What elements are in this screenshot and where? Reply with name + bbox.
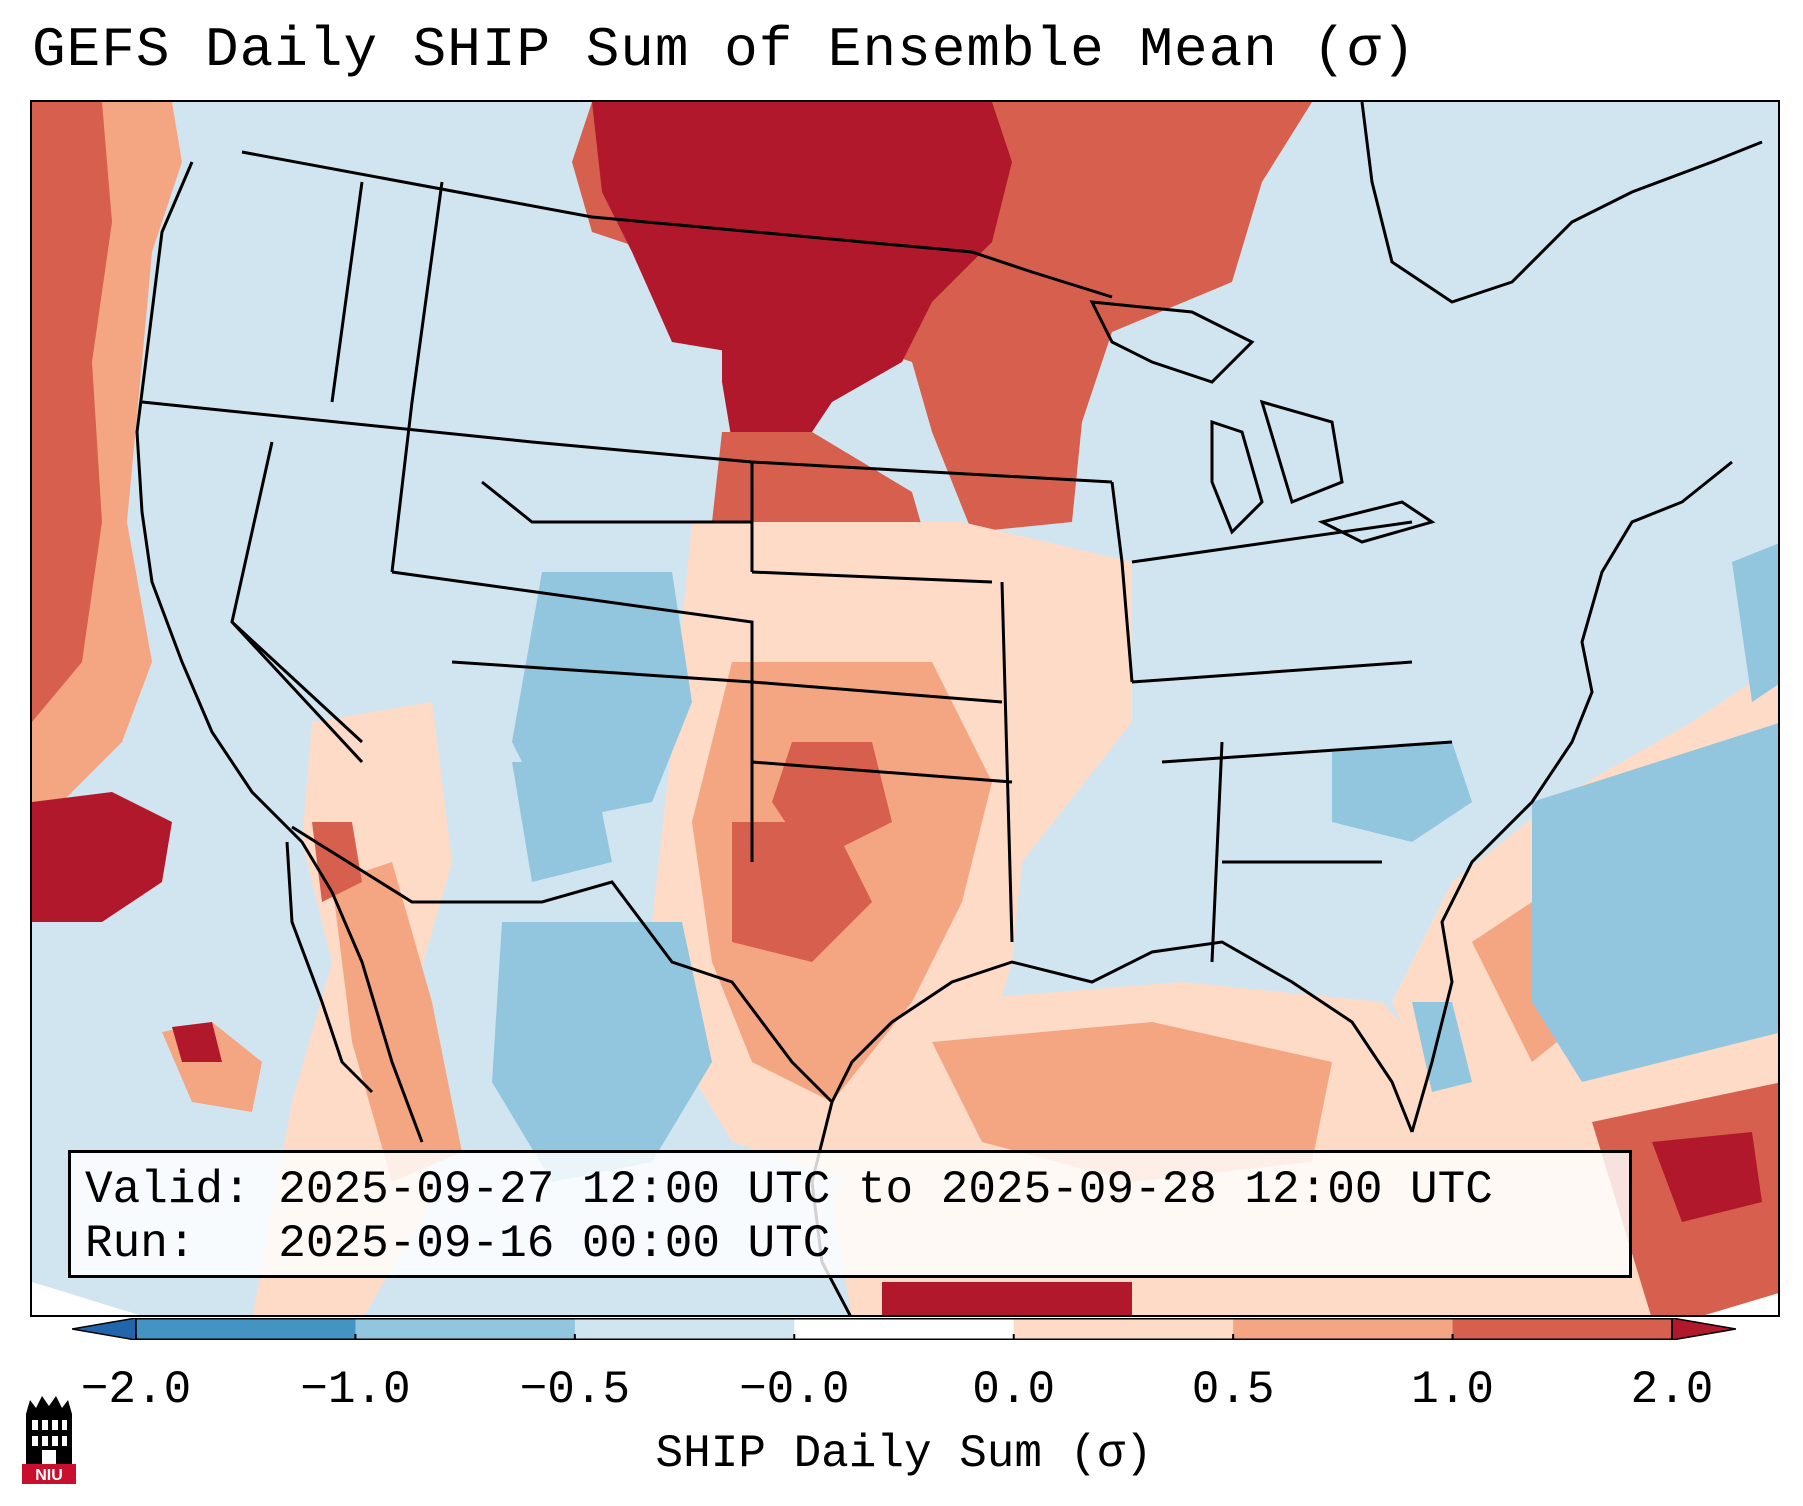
map-panel [30,100,1780,1317]
logo-text: NIU [35,1467,63,1484]
colorbar-frame [135,1318,1673,1340]
run-label: Run: [85,1218,196,1270]
colorbar-bin [1013,1318,1234,1340]
colorbar [72,1318,1736,1340]
us-canada-border [241,150,1113,299]
texas-warm [732,822,872,962]
ship-anomaly-map [32,102,1778,1315]
colorbar-bin [136,1318,356,1340]
colorbar-tick-label: −1.0 [300,1364,411,1416]
east-coast [1410,460,1733,1133]
gulf-warm-2 [932,1022,1332,1182]
colorbar-tick-label: 0.0 [972,1364,1056,1416]
canada-northeast [1360,102,1763,304]
niu-logo: NIU [22,1396,76,1484]
valid-run-info-box: Valid: 2025-09-27 12:00 UTC to 2025-09-2… [68,1150,1632,1278]
pacific-warm-zone-2 [32,102,112,722]
colorbar-tick-label: 1.0 [1411,1364,1494,1416]
atlantic-cool [1532,723,1778,1082]
pacific-hot-spot-2 [172,1022,222,1062]
valid-label: Valid: [85,1164,251,1216]
mexico-cool [492,922,712,1182]
projection-edge-right [1705,1293,1778,1315]
colorbar-label-wrap: SHIP Daily Sum (σ) [72,0,1736,1506]
state-lines [141,181,1453,963]
great-lakes [1089,300,1436,544]
gulf-coast [830,940,1414,1133]
map-title: GEFS Daily SHIP Sum of Ensemble Mean (σ) [32,18,1417,82]
run-value: 2025-09-16 00:00 UTC [278,1218,831,1270]
baja-warm [332,862,462,1182]
colorbar-tick-label: −0.5 [519,1364,631,1416]
pacific-hot-spot [32,792,172,922]
florida-cool [1412,1002,1472,1092]
colorbar-bin [1233,1318,1454,1340]
northern-plains-hot [592,102,1012,402]
projection-edge-left [32,1282,140,1315]
colorbar-tick-label: 0.5 [1191,1364,1275,1416]
colorbar-bin [1452,1318,1673,1340]
caribbean-hot [1652,1132,1762,1222]
valid-value: 2025-09-27 12:00 UTC to 2025-09-28 12:00… [278,1164,1493,1216]
colorado-cool [512,572,692,822]
atlantic-cool-2 [1732,543,1778,702]
colorbar-bin [794,1318,1015,1340]
colorbar-tick-label: 2.0 [1630,1364,1714,1416]
colorbar-tick-label: −2.0 [80,1364,192,1416]
west-coast [135,161,424,1143]
colorbar-bin [355,1318,576,1340]
colorbar-bin [574,1318,795,1340]
baja-peninsula [285,841,374,1094]
dakota-hot [722,322,832,462]
boundaries [135,102,1763,1315]
arizona-cool [512,762,612,882]
us-mexico-border [291,825,834,1104]
colorbar-label: SHIP Daily Sum (σ) [655,1428,1153,1480]
gulf-hot-bottom [882,1282,1132,1315]
southeast-cool [1332,742,1472,842]
colorbar-tick-label: −0.0 [739,1364,850,1416]
